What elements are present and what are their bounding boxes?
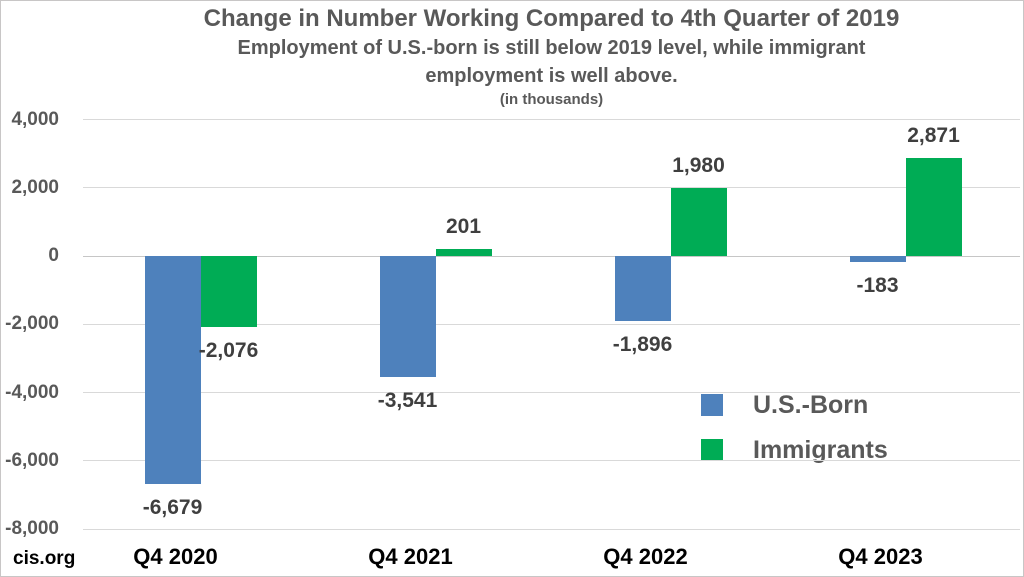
gridline bbox=[83, 323, 1020, 325]
bar-u-s-born bbox=[614, 256, 671, 321]
y-tick-label: 2,000 bbox=[11, 176, 59, 198]
bar-value-label: -183 bbox=[856, 274, 899, 298]
bar-value-label: 201 bbox=[445, 215, 482, 239]
chart-subtitle-line-1: Employment of U.S.-born is still below 2… bbox=[237, 37, 866, 59]
legend: U.S.-Born Immigrants bbox=[701, 391, 888, 481]
bar-value-label: 1,980 bbox=[672, 154, 725, 178]
x-category-label: Q4 2022 bbox=[603, 544, 688, 569]
bar-u-s-born bbox=[144, 256, 201, 484]
chart-subtitle-line-2: employment is well above. bbox=[425, 65, 678, 87]
bar-immigrants bbox=[670, 188, 727, 256]
legend-item-immigrants: Immigrants bbox=[701, 436, 888, 464]
immigrants-swatch-icon bbox=[701, 439, 723, 461]
bar-value-label: 2,871 bbox=[907, 124, 960, 148]
y-tick-label: -4,000 bbox=[5, 381, 59, 403]
gridline bbox=[83, 392, 1020, 393]
y-tick-label: -8,000 bbox=[5, 518, 59, 539]
x-category-label: Q4 2021 bbox=[368, 544, 453, 569]
y-tick-label: 4,000 bbox=[11, 108, 59, 130]
title-block: Change in Number Working Compared to 4th… bbox=[81, 4, 1022, 110]
x-category-label: Q4 2020 bbox=[133, 544, 218, 569]
bar-value-label: -6,679 bbox=[142, 495, 203, 519]
y-tick-label: 0 bbox=[48, 245, 59, 266]
bar-value-label: -2,076 bbox=[198, 338, 259, 362]
y-tick-label: -2,000 bbox=[5, 313, 59, 335]
gridline bbox=[83, 255, 1020, 257]
legend-item-us-born: U.S.-Born bbox=[701, 391, 888, 419]
legend-label-immigrants: Immigrants bbox=[753, 436, 888, 464]
bar-value-label: -1,896 bbox=[612, 332, 673, 356]
us-born-swatch-icon bbox=[701, 394, 723, 416]
legend-label-us-born: U.S.-Born bbox=[753, 391, 869, 419]
chart-title: Change in Number Working Compared to 4th… bbox=[203, 5, 900, 32]
gridline bbox=[83, 528, 1020, 530]
bar-immigrants bbox=[435, 249, 492, 256]
bar-immigrants bbox=[200, 256, 257, 327]
gridline bbox=[83, 119, 1020, 120]
units-note: (in thousands) bbox=[499, 91, 604, 108]
bar-u-s-born bbox=[379, 256, 436, 377]
bar-u-s-born bbox=[849, 256, 906, 263]
gridline bbox=[83, 460, 1020, 462]
bar-immigrants bbox=[905, 158, 962, 256]
bar-value-label: -3,541 bbox=[377, 388, 438, 412]
source-label: cis.org bbox=[13, 548, 76, 569]
y-tick-label: -6,000 bbox=[5, 449, 59, 471]
gridline bbox=[83, 187, 1020, 189]
x-category-label: Q4 2023 bbox=[838, 544, 923, 569]
